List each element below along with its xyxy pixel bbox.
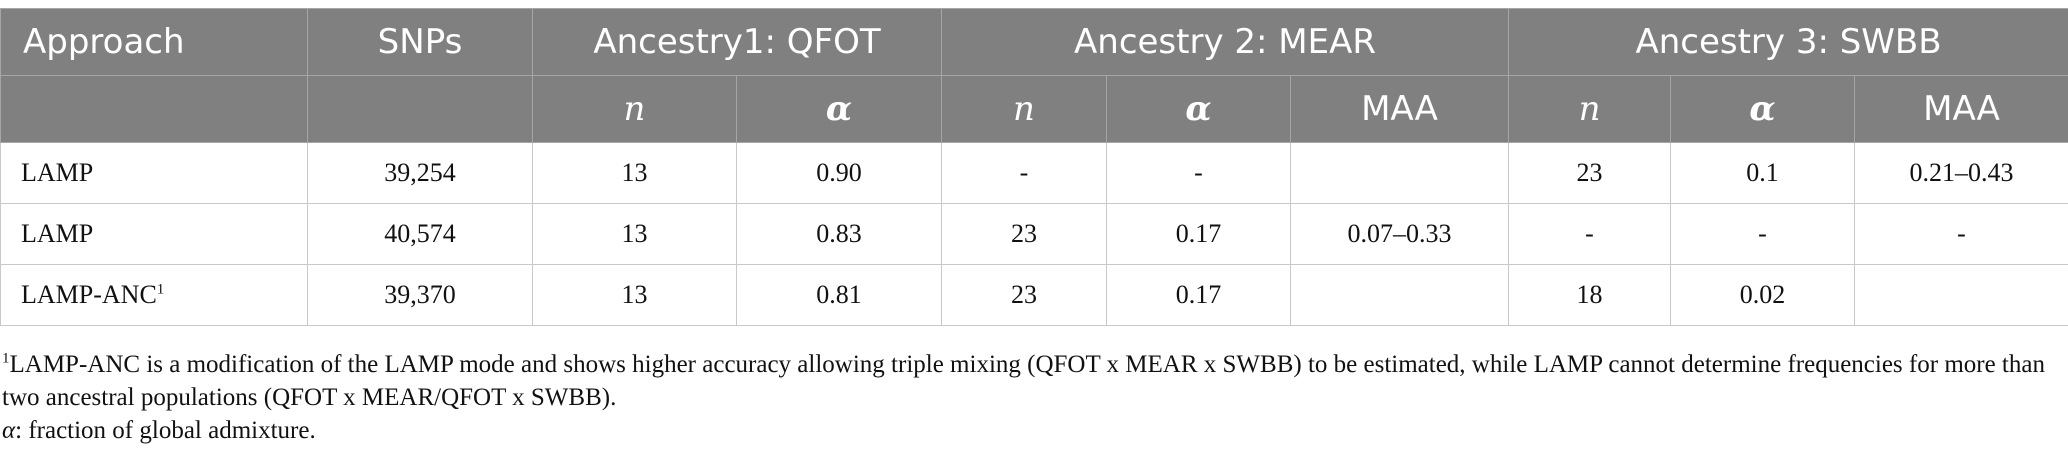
footnote-marker: 1: [156, 281, 165, 298]
footnote-2: α: fraction of global admixture.: [2, 414, 2062, 447]
footnote-1-marker: 1: [2, 350, 10, 367]
cell-a1-n: 13: [532, 264, 737, 326]
cell-a2-maa: [1289, 142, 1510, 204]
header-a1-alpha: α: [736, 75, 942, 143]
alpha-symbol: α: [2, 417, 16, 444]
approach-text: LAMP: [21, 219, 94, 248]
header-a3-n: n: [1508, 75, 1672, 143]
cell-a2-alpha: -: [1106, 142, 1291, 204]
table-row: LAMP-ANC1 39,370 13 0.81 23 0.17 18 0.02: [0, 264, 2068, 326]
table-row: LAMP 39,254 13 0.90 - - 23 0.1 0.21–0.43: [0, 142, 2068, 204]
cell-a2-n: 23: [941, 264, 1107, 326]
header-a2-maa: MAA: [1289, 75, 1510, 143]
footnote-1-text: LAMP-ANC is a modification of the LAMP m…: [2, 351, 2045, 411]
cell-a2-maa: 0.07–0.33: [1289, 203, 1510, 265]
cell-a3-alpha: 0.02: [1670, 264, 1856, 326]
cell-a3-maa: -: [1854, 203, 2068, 265]
cell-a2-n: 23: [941, 203, 1107, 265]
cell-a1-alpha: 0.83: [736, 203, 942, 265]
cell-a1-alpha: 0.81: [736, 264, 942, 326]
cell-approach: LAMP: [0, 142, 308, 204]
cell-a2-n: -: [941, 142, 1107, 204]
approach-text: LAMP-ANC: [21, 280, 157, 309]
cell-snps: 39,254: [307, 142, 533, 204]
cell-a3-alpha: -: [1670, 203, 1856, 265]
header-a1-n: n: [532, 75, 737, 143]
footnote-1: 1LAMP-ANC is a modification of the LAMP …: [2, 348, 2062, 414]
header-a3-alpha: α: [1670, 75, 1856, 143]
admixture-table-container: Approach SNPs Ancestry1: QFOT Ancestry 2…: [0, 8, 2068, 326]
cell-a1-n: 13: [532, 142, 737, 204]
header-ancestry2: Ancestry 2: MEAR: [940, 8, 1510, 76]
cell-a2-alpha: 0.17: [1106, 203, 1291, 265]
cell-a3-maa: 0.21–0.43: [1854, 142, 2068, 204]
cell-a3-n: 23: [1508, 142, 1672, 204]
header-row-1: Approach SNPs Ancestry1: QFOT Ancestry 2…: [0, 8, 2068, 76]
cell-a3-alpha: 0.1: [1670, 142, 1856, 204]
cell-snps: 40,574: [307, 203, 533, 265]
header-a2-alpha: α: [1106, 75, 1291, 143]
header-snps: SNPs: [307, 8, 533, 76]
table-footnotes: 1LAMP-ANC is a modification of the LAMP …: [2, 348, 2062, 447]
cell-snps: 39,370: [307, 264, 533, 326]
header-a2-n: n: [941, 75, 1107, 143]
cell-a3-maa: [1854, 264, 2068, 326]
header-ancestry1: Ancestry1: QFOT: [532, 8, 942, 76]
header-approach: Approach: [0, 8, 308, 76]
header-blank-approach: [0, 75, 308, 143]
cell-a3-n: 18: [1508, 264, 1672, 326]
cell-a3-n: -: [1508, 203, 1672, 265]
cell-approach: LAMP: [0, 203, 308, 265]
cell-a2-alpha: 0.17: [1106, 264, 1291, 326]
header-ancestry3: Ancestry 3: SWBB: [1508, 8, 2068, 76]
approach-text: LAMP: [21, 158, 94, 187]
header-row-2: n α n α MAA n α MAA: [0, 75, 2068, 143]
header-blank-snps: [307, 75, 533, 143]
cell-approach: LAMP-ANC1: [0, 264, 308, 326]
admixture-table: Approach SNPs Ancestry1: QFOT Ancestry 2…: [0, 8, 2068, 326]
cell-a1-n: 13: [532, 203, 737, 265]
footnote-2-text: : fraction of global admixture.: [15, 417, 316, 444]
cell-a2-maa: [1289, 264, 1510, 326]
header-a3-maa: MAA: [1854, 75, 2068, 143]
cell-a1-alpha: 0.90: [736, 142, 942, 204]
table-row: LAMP 40,574 13 0.83 23 0.17 0.07–0.33 - …: [0, 203, 2068, 265]
